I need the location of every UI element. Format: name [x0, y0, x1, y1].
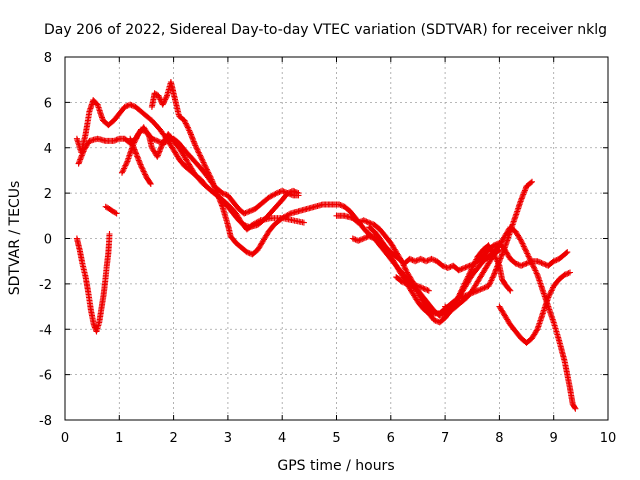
series-track-11 [442, 246, 503, 315]
x-tick-label: 8 [495, 431, 503, 446]
series-track-5 [148, 79, 571, 274]
x-tick-label: 5 [332, 431, 340, 446]
x-tick-label: 2 [169, 431, 177, 446]
series-track-8 [333, 178, 535, 317]
y-tick-label: -6 [39, 369, 52, 384]
x-axis-label: GPS time / hours [277, 458, 394, 474]
x-tick-label: 6 [387, 431, 395, 446]
series-track-9 [349, 233, 514, 319]
axis-ticks [64, 56, 609, 421]
x-tick-labels: 0 1 2 3 4 5 6 7 8 9 10 [61, 431, 616, 446]
x-tick-label: 4 [278, 431, 286, 446]
series-track-6 [73, 231, 113, 335]
x-tick-label: 3 [224, 431, 232, 446]
series-track-4 [127, 135, 154, 187]
x-tick-label: 9 [550, 431, 558, 446]
y-tick-label: -2 [39, 278, 52, 293]
y-tick-label: 8 [44, 51, 52, 66]
series-track-7 [102, 203, 120, 217]
series-track-13 [393, 274, 432, 294]
series-layer [73, 79, 579, 412]
y-tick-labels: -8 -6 -4 -2 0 2 4 6 8 [39, 51, 52, 429]
y-tick-label: 6 [44, 96, 52, 111]
x-tick-label: 0 [61, 431, 69, 446]
y-tick-label: 2 [44, 187, 52, 202]
y-axis-label: SDTVAR / TECUs [7, 181, 23, 296]
y-tick-label: -4 [39, 323, 52, 338]
x-tick-label: 10 [600, 431, 617, 446]
x-tick-label: 1 [115, 431, 123, 446]
grid [65, 57, 608, 420]
y-tick-label: 4 [44, 142, 52, 157]
chart-title: Day 206 of 2022, Sidereal Day-to-day VTE… [44, 22, 607, 38]
y-tick-label: -8 [39, 414, 52, 429]
x-tick-label: 7 [441, 431, 449, 446]
y-tick-label: 0 [44, 233, 52, 248]
series-track-12 [496, 269, 573, 346]
